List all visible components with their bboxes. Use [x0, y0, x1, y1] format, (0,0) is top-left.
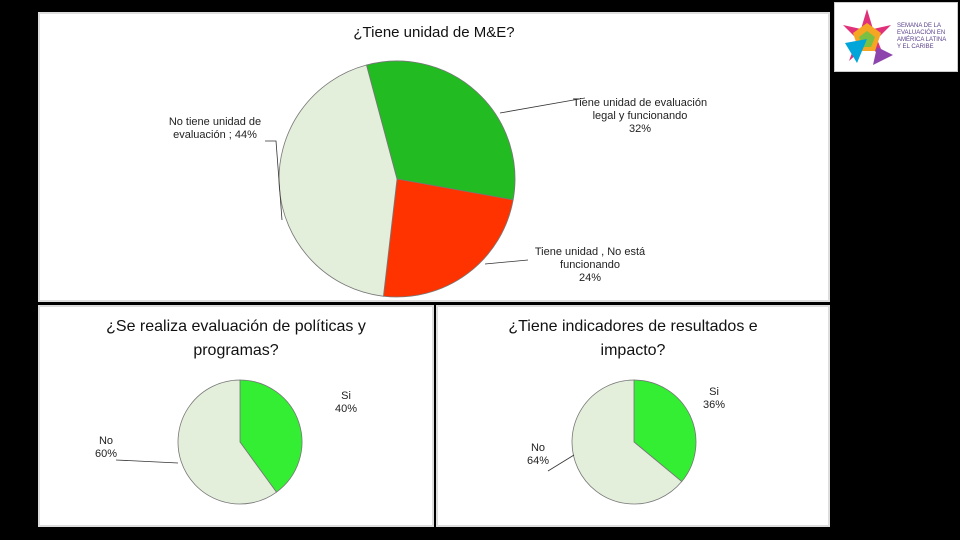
slice-label: No 64%	[527, 442, 549, 467]
slice-label: Si 36%	[703, 386, 725, 411]
chart-title: ¿Se realiza evaluación de políticas y pr…	[106, 318, 366, 359]
pie-slice	[177, 379, 278, 505]
logo-text: SEMANA DE LA EVALUACIÓN EN AMÉRICA LATIN…	[897, 23, 947, 50]
leader-line	[265, 140, 283, 221]
slice-label: Tiene unidad de evaluación legal y funcio…	[573, 97, 707, 135]
leader-line	[115, 459, 179, 464]
slice-label: No tiene unidad de evaluación ; 44%	[169, 116, 261, 141]
logo: SEMANA DE LA EVALUACIÓN EN AMÉRICA LATIN…	[834, 2, 958, 72]
slice-label: No 60%	[95, 435, 117, 460]
leader-line	[499, 97, 586, 114]
pie-chart-bottom-left: Si 40% No 60%	[95, 379, 357, 505]
pie-slice	[239, 379, 303, 493]
logo-star-icon	[843, 9, 893, 65]
pie-slice	[571, 379, 683, 505]
chart-title: ¿Tiene unidad de M&E?	[353, 24, 515, 41]
chart-title: ¿Tiene indicadores de resultados e impac…	[508, 318, 758, 359]
chart-panel-top: ¿Tiene unidad de M&E? Tiene unidad de ev…	[38, 12, 830, 302]
slice-label: Si 40%	[335, 390, 357, 415]
leader-line	[484, 259, 529, 265]
pie-slice	[365, 60, 516, 201]
pie-slice	[633, 379, 697, 483]
pie-chart-bottom-right: Si 36% No 64%	[527, 379, 725, 505]
slice-label: Tiene unidad , No está funcionando 24%	[535, 246, 646, 284]
pie-chart-top: Tiene unidad de evaluación legal y funcio…	[169, 60, 707, 298]
chart-panel-bottom-right: ¿Tiene indicadores de resultados e impac…	[436, 305, 830, 527]
leader-line	[547, 454, 575, 472]
pie-slice	[382, 178, 514, 298]
chart-panel-bottom-left: ¿Se realiza evaluación de políticas y pr…	[38, 305, 434, 527]
